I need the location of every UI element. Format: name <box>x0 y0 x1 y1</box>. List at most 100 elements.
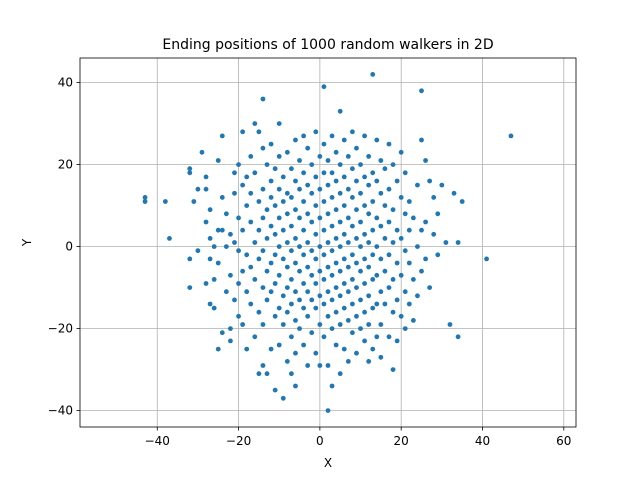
scatter-point <box>301 199 307 204</box>
scatter-point <box>284 309 290 315</box>
scatter-points <box>142 72 514 413</box>
scatter-point <box>341 256 347 262</box>
chart-title: Ending positions of 1000 random walkers … <box>162 37 493 53</box>
scatter-point <box>240 182 246 188</box>
y-tick-label: 40 <box>58 76 73 90</box>
scatter-point <box>297 297 302 303</box>
scatter-point <box>354 178 359 184</box>
x-tick-label: 40 <box>475 434 490 448</box>
scatter-point <box>301 170 307 176</box>
scatter-point <box>333 149 339 155</box>
scatter-point <box>162 199 168 204</box>
scatter-point <box>301 281 307 286</box>
y-tick-label: 0 <box>65 240 73 254</box>
scatter-point <box>325 240 331 245</box>
scatter-point <box>289 195 294 200</box>
scatter-point <box>374 244 380 250</box>
x-tick-label: 20 <box>394 434 409 448</box>
scatter-point <box>337 219 343 225</box>
scatter-point <box>508 133 514 139</box>
scatter-point <box>390 277 396 282</box>
scatter-point <box>211 277 217 282</box>
scatter-point <box>374 301 380 307</box>
scatter-point <box>406 227 412 233</box>
scatter-point <box>309 190 315 196</box>
scatter-point <box>349 129 355 135</box>
scatter-point <box>341 231 347 237</box>
scatter-point <box>284 285 290 290</box>
scatter-point <box>236 313 241 319</box>
scatter-point <box>240 322 246 327</box>
scatter-point <box>349 195 355 200</box>
scatter-point <box>345 318 351 323</box>
scatter-point <box>248 154 254 159</box>
scatter-point <box>366 154 372 159</box>
scatter-point <box>354 145 359 151</box>
scatter-point <box>378 158 384 163</box>
scatter-point <box>309 297 315 303</box>
scatter-point <box>297 215 302 221</box>
scatter-point <box>337 108 343 114</box>
scatter-point <box>252 240 258 245</box>
scatter-point <box>321 252 327 258</box>
scatter-point <box>305 313 311 319</box>
scatter-point <box>260 145 266 151</box>
scatter-point <box>370 277 376 282</box>
scatter-point <box>329 383 335 389</box>
scatter-point <box>345 289 351 295</box>
scatter-point <box>280 199 286 204</box>
scatter-point <box>341 305 347 311</box>
scatter-point <box>252 121 258 126</box>
scatter-point <box>398 272 404 278</box>
scatter-point <box>309 272 315 278</box>
scatter-point <box>366 182 372 188</box>
scatter-point <box>427 178 433 184</box>
scatter-point <box>366 322 372 327</box>
scatter-point <box>374 334 380 340</box>
scatter-point <box>443 240 449 245</box>
scatter-point <box>268 178 274 184</box>
scatter-point <box>406 301 412 307</box>
scatter-point <box>272 203 278 209</box>
scatter-point <box>366 211 372 217</box>
scatter-point <box>187 166 193 172</box>
axis-ticks: −40 −20 0 20 40 60 −40 −20 0 20 40 <box>48 76 572 448</box>
scatter-point <box>260 215 266 221</box>
scatter-point <box>358 326 363 331</box>
scatter-point <box>341 281 347 286</box>
scatter-point <box>252 170 258 176</box>
scatter-point <box>362 338 367 344</box>
scatter-point <box>268 141 274 147</box>
scatter-point <box>268 195 274 200</box>
scatter-point <box>419 88 424 94</box>
scatter-point <box>362 133 367 139</box>
scatter-point <box>293 350 298 356</box>
scatter-point <box>289 301 294 307</box>
scatter-point <box>195 248 201 254</box>
scatter-point <box>345 264 351 270</box>
scatter-point <box>423 158 428 163</box>
scatter-point <box>358 190 363 196</box>
scatter-point <box>236 248 241 254</box>
scatter-point <box>345 186 351 192</box>
scatter-point <box>276 342 282 348</box>
scatter-point <box>415 293 420 299</box>
scatter-point <box>256 256 262 262</box>
scatter-point <box>317 293 323 299</box>
scatter-point <box>427 285 433 290</box>
scatter-point <box>329 195 335 200</box>
scatter-point <box>431 231 437 237</box>
scatter-point <box>207 236 213 241</box>
scatter-point <box>305 289 311 295</box>
scatter-point <box>313 231 319 237</box>
scatter-point <box>402 289 408 295</box>
scatter-point <box>260 96 266 102</box>
scatter-point <box>236 162 241 168</box>
scatter-point <box>256 309 262 315</box>
scatter-point <box>272 231 278 237</box>
scatter-point <box>272 313 278 319</box>
scatter-point <box>358 244 363 250</box>
scatter-point <box>305 264 311 270</box>
scatter-point <box>394 260 400 266</box>
